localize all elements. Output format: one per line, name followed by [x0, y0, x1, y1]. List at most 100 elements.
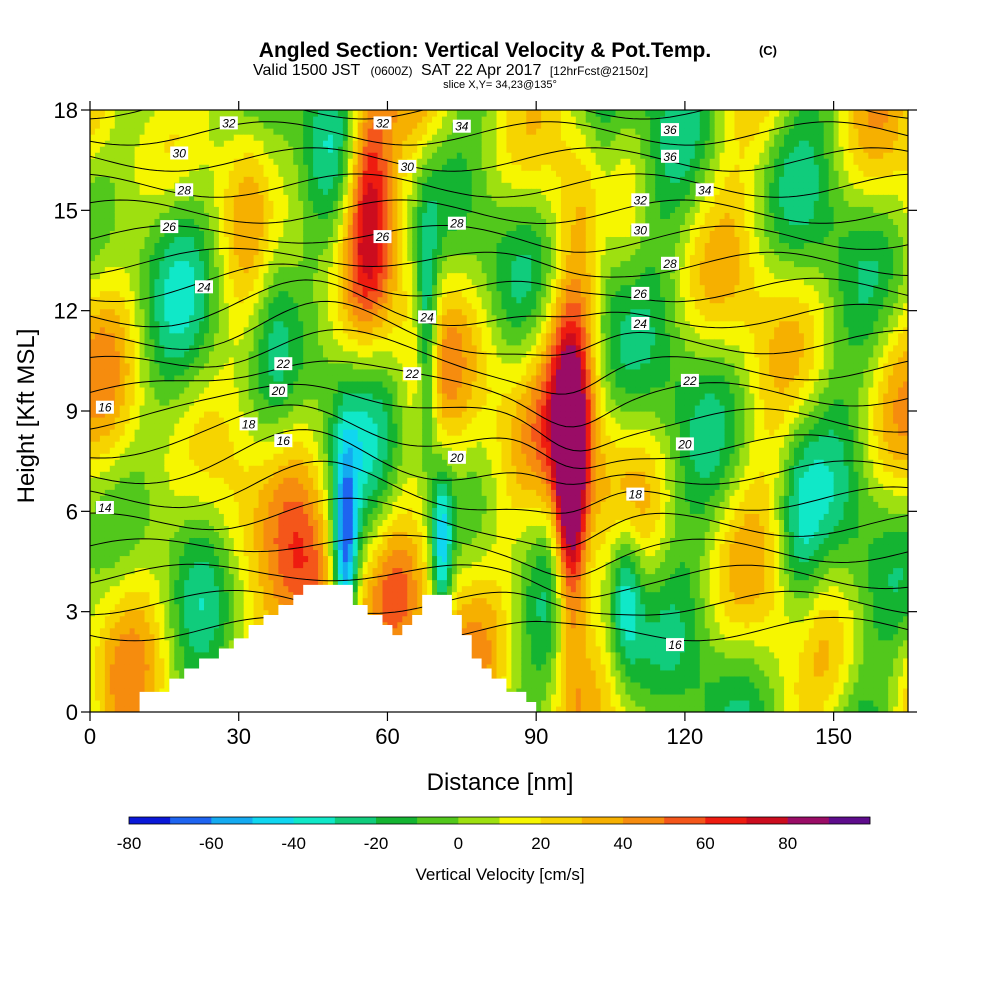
velocity-cell: [174, 116, 180, 123]
velocity-cell: [144, 398, 151, 406]
velocity-cell: [90, 194, 96, 201]
velocity-cell: [223, 555, 230, 563]
velocity-cell: [243, 477, 250, 484]
velocity-cell: [90, 537, 96, 545]
velocity-cell: [164, 531, 170, 539]
velocity-cell: [90, 170, 96, 177]
velocity-cell: [194, 471, 200, 478]
velocity-cell: [114, 663, 121, 671]
velocity-cell: [208, 206, 215, 213]
velocity-cell: [199, 236, 205, 244]
velocity-cell: [298, 453, 304, 460]
velocity-cell: [134, 320, 141, 328]
velocity-cell: [268, 579, 275, 587]
velocity-cell: [154, 158, 161, 165]
velocity-cell: [283, 368, 289, 376]
velocity-cell: [109, 218, 116, 225]
velocity-cell: [149, 230, 156, 238]
velocity-cell: [313, 447, 319, 454]
velocity-cell: [194, 555, 200, 563]
velocity-cell: [323, 224, 329, 231]
velocity-cell: [263, 380, 270, 388]
velocity-cell: [228, 507, 235, 514]
velocity-cell: [99, 224, 106, 231]
velocity-cell: [169, 555, 175, 563]
velocity-cell: [114, 158, 121, 165]
velocity-cell: [238, 290, 245, 298]
velocity-cell: [263, 140, 270, 147]
velocity-cell: [228, 392, 235, 400]
velocity-cell: [318, 483, 324, 490]
velocity-cell: [134, 537, 141, 545]
velocity-cell: [228, 266, 235, 274]
velocity-cell: [238, 236, 245, 244]
velocity-cell: [104, 152, 111, 159]
velocity-cell: [248, 380, 255, 388]
velocity-cell: [228, 459, 235, 466]
velocity-cell: [134, 651, 141, 659]
velocity-cell: [258, 609, 265, 617]
velocity-cell: [263, 242, 270, 250]
velocity-cell: [94, 537, 101, 545]
velocity-cell: [149, 350, 156, 358]
velocity-cell: [139, 302, 146, 310]
velocity-cell: [238, 110, 245, 117]
velocity-cell: [99, 441, 106, 448]
velocity-cell: [213, 344, 220, 352]
velocity-cell: [318, 314, 324, 322]
velocity-cell: [109, 272, 116, 280]
velocity-cell: [90, 531, 96, 539]
velocity-cell: [149, 669, 156, 677]
velocity-cell: [318, 350, 324, 358]
velocity-cell: [114, 699, 121, 707]
velocity-cell: [313, 284, 319, 292]
velocity-cell: [278, 483, 284, 490]
velocity-cell: [154, 122, 161, 129]
velocity-cell: [134, 140, 141, 147]
velocity-cell: [228, 411, 235, 418]
velocity-cell: [268, 122, 275, 129]
velocity-cell: [283, 495, 289, 502]
velocity-cell: [199, 567, 205, 575]
velocity-cell: [134, 284, 141, 292]
velocity-cell: [194, 507, 200, 514]
chart-subtitle: Valid 1500 JST (0600Z) SAT 22 Apr 2017 […: [253, 62, 648, 79]
velocity-cell: [283, 561, 289, 569]
velocity-cell: [293, 170, 299, 177]
velocity-cell: [189, 411, 195, 418]
velocity-cell: [263, 212, 270, 219]
velocity-cell: [199, 356, 205, 364]
velocity-cell: [124, 152, 131, 159]
velocity-cell: [114, 254, 121, 262]
velocity-cell: [109, 260, 116, 268]
velocity-cell: [90, 356, 96, 364]
velocity-cell: [119, 200, 126, 207]
velocity-cell: [189, 152, 195, 159]
velocity-cell: [174, 284, 180, 292]
velocity-cell: [174, 176, 180, 183]
velocity-cell: [149, 513, 156, 520]
velocity-cell: [154, 170, 161, 177]
velocity-cell: [293, 447, 299, 454]
velocity-cell: [283, 236, 289, 244]
velocity-cell: [199, 164, 205, 171]
velocity-cell: [213, 597, 220, 605]
velocity-cell: [293, 212, 299, 219]
velocity-cell: [144, 603, 151, 611]
velocity-cell: [313, 531, 319, 539]
velocity-cell: [174, 531, 180, 539]
velocity-cell: [199, 152, 205, 159]
velocity-cell: [114, 236, 121, 244]
velocity-cell: [228, 350, 235, 358]
velocity-cell: [318, 386, 324, 394]
velocity-cell: [109, 411, 116, 418]
velocity-cell: [124, 350, 131, 358]
velocity-cell: [248, 212, 255, 219]
velocity-cell: [174, 507, 180, 514]
velocity-cell: [253, 236, 260, 244]
velocity-cell: [293, 489, 299, 496]
velocity-cell: [169, 543, 175, 551]
velocity-cell: [313, 278, 319, 286]
velocity-cell: [283, 140, 289, 147]
velocity-cell: [243, 525, 250, 532]
